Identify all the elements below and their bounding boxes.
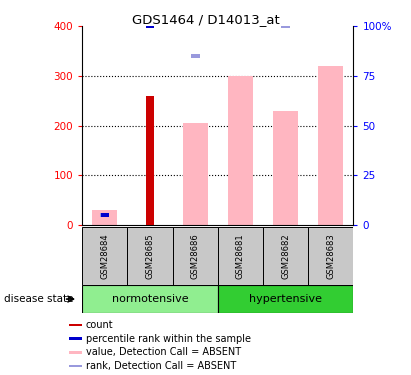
Bar — [228, 76, 253, 225]
Text: GSM28683: GSM28683 — [326, 233, 335, 279]
Bar — [173, 227, 218, 285]
Bar — [82, 285, 218, 313]
Bar — [263, 227, 308, 285]
Bar — [218, 285, 353, 313]
Bar — [69, 364, 82, 367]
Bar — [273, 111, 298, 225]
Text: GDS1464 / D14013_at: GDS1464 / D14013_at — [132, 13, 279, 26]
Text: GSM28682: GSM28682 — [281, 233, 290, 279]
Bar — [82, 227, 127, 285]
Bar — [127, 227, 173, 285]
Bar — [100, 213, 109, 217]
Bar — [281, 24, 290, 28]
Text: hypertensive: hypertensive — [249, 294, 322, 304]
Text: GSM28681: GSM28681 — [236, 233, 245, 279]
Bar — [218, 227, 263, 285]
Text: GSM28685: GSM28685 — [145, 233, 155, 279]
Bar — [319, 66, 343, 225]
Bar — [69, 324, 82, 326]
Bar — [191, 54, 200, 58]
Bar — [183, 123, 208, 225]
Text: disease state: disease state — [4, 294, 74, 304]
Bar — [69, 351, 82, 354]
Text: percentile rank within the sample: percentile rank within the sample — [86, 334, 251, 344]
Bar — [146, 24, 154, 28]
Text: normotensive: normotensive — [112, 294, 188, 304]
Text: count: count — [86, 320, 113, 330]
Bar — [308, 227, 353, 285]
Text: rank, Detection Call = ABSENT: rank, Detection Call = ABSENT — [86, 361, 236, 371]
Bar — [101, 213, 109, 217]
Bar — [92, 210, 117, 225]
Text: GSM28686: GSM28686 — [191, 233, 200, 279]
Text: value, Detection Call = ABSENT: value, Detection Call = ABSENT — [86, 347, 241, 357]
Bar — [146, 96, 154, 225]
Bar — [69, 338, 82, 340]
Text: GSM28684: GSM28684 — [100, 233, 109, 279]
